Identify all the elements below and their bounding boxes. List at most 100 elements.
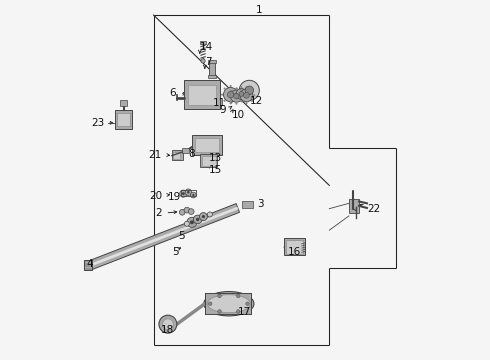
Text: 3: 3 xyxy=(258,199,264,210)
Bar xyxy=(285,238,305,255)
Circle shape xyxy=(187,217,197,227)
Ellipse shape xyxy=(163,319,173,329)
Text: 15: 15 xyxy=(208,165,221,175)
Circle shape xyxy=(180,190,187,197)
Circle shape xyxy=(228,95,230,97)
Ellipse shape xyxy=(207,295,250,313)
Circle shape xyxy=(244,93,249,98)
Circle shape xyxy=(223,87,238,102)
Circle shape xyxy=(236,88,238,90)
Text: 1: 1 xyxy=(256,5,263,15)
Circle shape xyxy=(182,192,185,195)
Bar xyxy=(286,240,303,254)
Circle shape xyxy=(241,100,243,103)
Circle shape xyxy=(190,220,194,224)
Bar xyxy=(84,260,92,270)
Circle shape xyxy=(191,192,196,198)
Circle shape xyxy=(247,93,249,95)
Circle shape xyxy=(185,189,192,195)
Text: 20: 20 xyxy=(149,191,163,201)
Circle shape xyxy=(239,80,259,100)
Text: 9: 9 xyxy=(219,105,225,116)
Bar xyxy=(205,293,251,315)
Circle shape xyxy=(235,87,238,90)
Text: 8: 8 xyxy=(188,149,195,159)
Circle shape xyxy=(239,91,244,96)
Circle shape xyxy=(218,310,221,313)
Text: 13: 13 xyxy=(209,153,222,163)
Circle shape xyxy=(236,310,240,313)
Circle shape xyxy=(179,210,185,215)
Bar xyxy=(208,60,216,63)
Polygon shape xyxy=(90,207,238,267)
Text: 16: 16 xyxy=(287,247,300,257)
Circle shape xyxy=(240,89,253,102)
Circle shape xyxy=(241,90,243,92)
Circle shape xyxy=(234,93,236,95)
Circle shape xyxy=(188,209,194,215)
Bar xyxy=(184,80,220,109)
Circle shape xyxy=(240,86,243,88)
Circle shape xyxy=(221,94,223,96)
Circle shape xyxy=(230,100,232,103)
Circle shape xyxy=(223,100,226,102)
Circle shape xyxy=(245,102,247,104)
Circle shape xyxy=(227,91,234,98)
Circle shape xyxy=(184,221,190,226)
Circle shape xyxy=(245,86,254,95)
Bar xyxy=(181,190,196,197)
Text: 5: 5 xyxy=(172,247,179,257)
Bar xyxy=(115,111,132,129)
Text: 17: 17 xyxy=(238,307,251,317)
Bar xyxy=(117,113,130,126)
Bar xyxy=(242,201,253,208)
Circle shape xyxy=(236,100,238,102)
Circle shape xyxy=(202,215,205,218)
Circle shape xyxy=(230,102,232,104)
Ellipse shape xyxy=(159,315,177,333)
Circle shape xyxy=(230,90,232,92)
Bar xyxy=(173,152,180,159)
Circle shape xyxy=(230,90,243,102)
Circle shape xyxy=(236,89,247,99)
Text: 7: 7 xyxy=(205,57,212,67)
Text: 18: 18 xyxy=(161,325,174,335)
Bar xyxy=(349,199,359,213)
Circle shape xyxy=(199,213,207,221)
Circle shape xyxy=(230,85,232,87)
Bar xyxy=(188,85,216,105)
Circle shape xyxy=(236,87,238,90)
Text: 5: 5 xyxy=(179,231,185,240)
Circle shape xyxy=(240,100,243,102)
Circle shape xyxy=(238,94,240,96)
Circle shape xyxy=(201,59,205,63)
Text: 12: 12 xyxy=(250,96,263,106)
Circle shape xyxy=(245,86,247,89)
Circle shape xyxy=(192,194,195,196)
Bar xyxy=(208,75,216,78)
Text: 19: 19 xyxy=(168,192,181,202)
Circle shape xyxy=(234,93,239,99)
Circle shape xyxy=(236,98,238,100)
Circle shape xyxy=(245,98,247,100)
Bar xyxy=(200,41,206,44)
Ellipse shape xyxy=(204,292,254,316)
Bar xyxy=(182,148,189,153)
Circle shape xyxy=(240,89,242,91)
Circle shape xyxy=(245,302,249,306)
Text: 23: 23 xyxy=(91,118,104,128)
Circle shape xyxy=(218,294,221,298)
Circle shape xyxy=(251,89,253,91)
Circle shape xyxy=(253,94,255,96)
Bar xyxy=(120,100,127,106)
Text: 10: 10 xyxy=(231,111,245,121)
Text: 2: 2 xyxy=(155,208,162,218)
Bar xyxy=(209,62,215,77)
Circle shape xyxy=(251,100,253,102)
Bar xyxy=(172,150,183,160)
Text: 11: 11 xyxy=(213,98,226,108)
Bar xyxy=(200,154,218,167)
Circle shape xyxy=(238,94,240,96)
Circle shape xyxy=(243,95,245,97)
Bar xyxy=(192,135,222,155)
